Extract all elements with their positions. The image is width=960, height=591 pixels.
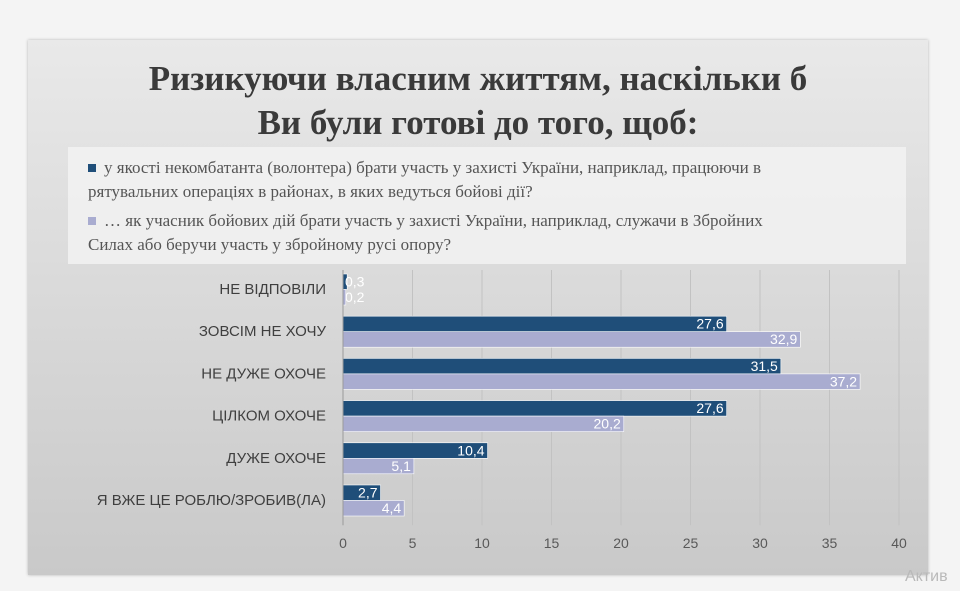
- bar-series-1-cat-2: [342, 358, 782, 375]
- x-tick-label-35: 35: [822, 535, 838, 551]
- category-label-1: ЗОВСІМ НЕ ХОЧУ: [199, 323, 327, 340]
- data-label-series-2-cat-0: 0,2: [345, 289, 365, 305]
- chart-legend: у якості некомбатанта (волонтера) брати …: [68, 147, 906, 264]
- category-label-0: НЕ ВІДПОВІЛИ: [219, 281, 326, 298]
- data-label-series-2-cat-2: 37,2: [830, 373, 857, 389]
- legend-swatch-series-1: [88, 164, 96, 172]
- bar-series-2-cat-2: [342, 373, 861, 390]
- data-label-series-1-cat-4: 10,4: [457, 442, 484, 458]
- data-label-series-2-cat-4: 5,1: [391, 458, 411, 474]
- data-label-series-1-cat-1: 27,6: [696, 316, 723, 332]
- slide: Ризикуючи власним життям, наскільки б Ви…: [28, 40, 928, 575]
- legend-item-series-2: … як учасник бойових дій брати участь у …: [88, 209, 898, 257]
- legend-label-series-2-line-1: … як учасник бойових дій брати участь у …: [104, 211, 763, 230]
- x-tick-label-20: 20: [613, 535, 629, 551]
- chart-title-line-1: Ризикуючи власним життям, наскільки б: [148, 59, 808, 98]
- x-tick-label-10: 10: [474, 535, 490, 551]
- data-label-series-1-cat-5: 2,7: [358, 485, 378, 501]
- bar-series-2-cat-1: [342, 331, 801, 348]
- bar-series-1-cat-1: [342, 315, 727, 333]
- bar-series-1-cat-3: [342, 400, 727, 417]
- chart-title-line-2: Ви були готові до того, щоб:: [257, 103, 699, 142]
- activation-watermark: Актив: [905, 568, 948, 585]
- chart-title: Ризикуючи власним життям, наскільки б Ви…: [28, 57, 928, 145]
- data-label-series-1-cat-0: 0,3: [345, 274, 365, 290]
- legend-item-series-1: у якості некомбатанта (волонтера) брати …: [88, 156, 898, 204]
- x-tick-label-40: 40: [891, 535, 907, 551]
- x-tick-label-30: 30: [752, 535, 768, 551]
- category-label-5: Я ВЖЕ ЦЕ РОБЛЮ/ЗРОБИВ(ЛА): [97, 492, 326, 509]
- data-label-series-1-cat-3: 27,6: [696, 400, 723, 416]
- legend-label-series-1-line-1: у якості некомбатанта (волонтера) брати …: [104, 158, 762, 177]
- x-tick-label-0: 0: [339, 535, 347, 551]
- data-label-series-2-cat-3: 20,2: [594, 416, 621, 432]
- category-label-2: НЕ ДУЖЕ ОХОЧЕ: [201, 365, 326, 382]
- x-tick-label-25: 25: [683, 535, 699, 551]
- data-label-series-2-cat-1: 32,9: [770, 331, 797, 347]
- bar-series-2-cat-3: [342, 415, 625, 432]
- data-label-series-2-cat-5: 4,4: [382, 500, 402, 516]
- x-tick-label-15: 15: [544, 535, 560, 551]
- category-label-3: ЦІЛКОМ ОХОЧЕ: [212, 408, 326, 425]
- bar-chart-plot: 0 5 10 15 20 25 30 35 40 НЕ ВІДПОВІЛИ 0,30,2 ЗОВСІМ…: [97, 270, 907, 551]
- legend-swatch-series-2: [88, 217, 96, 225]
- x-tick-label-5: 5: [409, 535, 417, 551]
- legend-label-series-1-line-2: рятувальних операціях в районах, в яких …: [88, 182, 533, 201]
- data-label-series-1-cat-2: 31,5: [751, 358, 778, 374]
- legend-label-series-2-line-2: Силах або беручи участь у збройному русі…: [88, 235, 452, 254]
- category-label-4: ДУЖЕ ОХОЧЕ: [226, 450, 326, 467]
